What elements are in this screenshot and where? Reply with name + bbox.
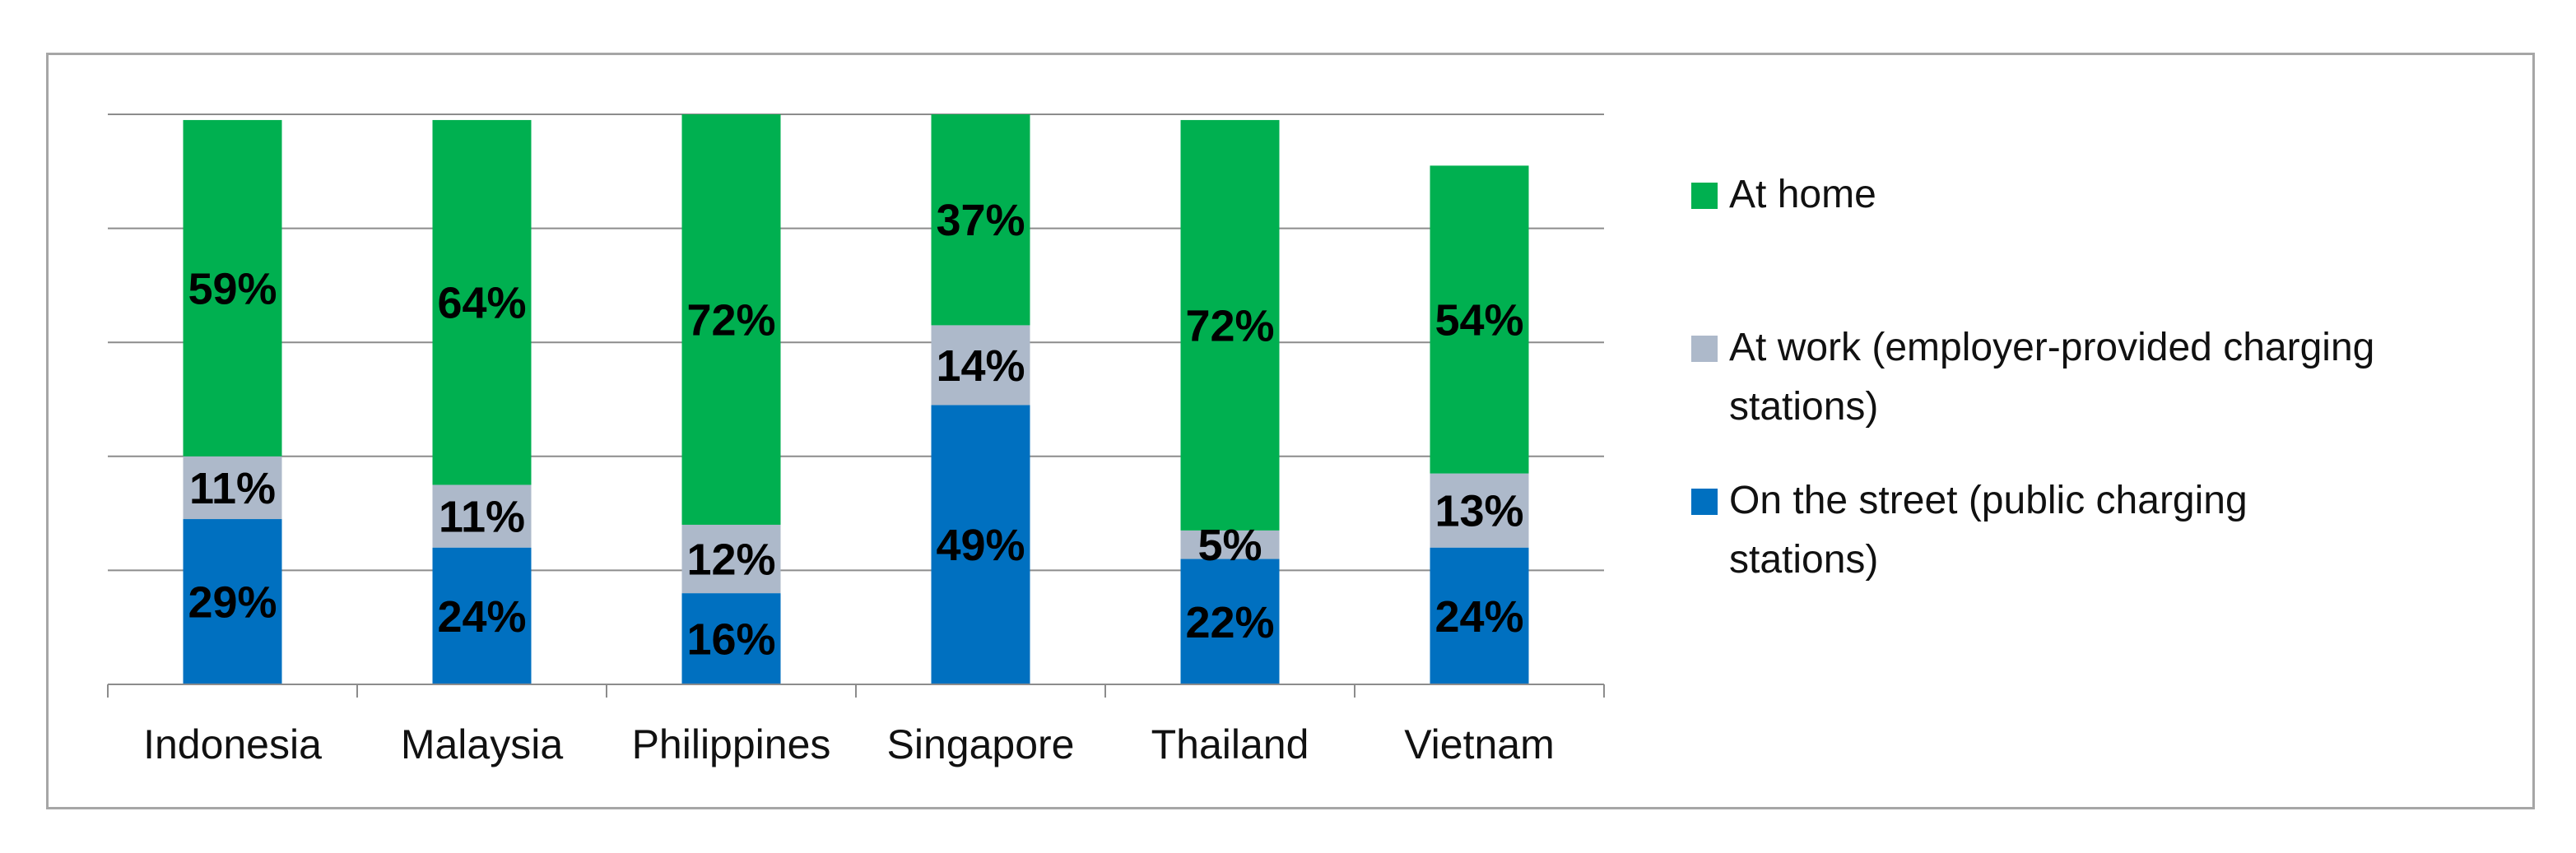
x-tick-label: Vietnam bbox=[1404, 721, 1555, 767]
gridlines bbox=[108, 114, 1604, 572]
legend-label: On the street (public charging stations) bbox=[1729, 479, 2248, 582]
bar-segment bbox=[931, 114, 1030, 326]
bar-segment bbox=[681, 524, 781, 594]
data-label: 16% bbox=[686, 615, 775, 665]
bar-segment bbox=[183, 456, 282, 520]
data-label: 37% bbox=[936, 196, 1025, 245]
data-label: 22% bbox=[1185, 598, 1274, 647]
bar-segment bbox=[432, 119, 532, 485]
data-label: 5% bbox=[1197, 521, 1262, 570]
data-label: 12% bbox=[686, 535, 775, 585]
data-label: 54% bbox=[1434, 295, 1523, 345]
data-label: 24% bbox=[437, 592, 526, 642]
bar-segment bbox=[931, 405, 1030, 684]
x-tick-label: Thailand bbox=[1151, 721, 1309, 767]
legend-swatch bbox=[1691, 183, 1718, 209]
bar-segment bbox=[1180, 559, 1280, 684]
data-label: 14% bbox=[936, 341, 1025, 391]
x-tick-label: Philippines bbox=[632, 721, 831, 767]
bar-segment bbox=[1180, 530, 1280, 559]
data-label: 13% bbox=[1434, 487, 1523, 536]
data-label: 59% bbox=[188, 264, 277, 313]
data-label: 72% bbox=[1185, 301, 1274, 350]
data-label: 64% bbox=[437, 279, 526, 328]
bars bbox=[183, 114, 1529, 684]
data-label: 11% bbox=[189, 464, 276, 513]
data-label: 11% bbox=[439, 493, 525, 542]
legend-label: At work (employer-provided charging stati… bbox=[1729, 326, 2374, 429]
data-label: 24% bbox=[1434, 592, 1523, 642]
legend: At home At work (employer-provided chargi… bbox=[1691, 173, 2374, 582]
bar-segment bbox=[183, 119, 282, 457]
legend-swatch bbox=[1691, 336, 1718, 362]
bar-segment bbox=[1430, 547, 1529, 684]
x-tick-label: Indonesia bbox=[143, 721, 322, 767]
legend-label: At home bbox=[1729, 173, 1876, 216]
x-tick-label: Singapore bbox=[887, 721, 1075, 767]
bar-segment bbox=[183, 519, 282, 684]
bar-segment bbox=[681, 114, 781, 525]
legend-swatch bbox=[1691, 489, 1718, 515]
x-tick-label: Malaysia bbox=[401, 721, 563, 767]
bar-segment bbox=[1430, 473, 1529, 548]
data-label: 49% bbox=[936, 521, 1025, 570]
data-labels: 29% 11% 59% 24% 11% 64% 16% 12% 72% 49% 14% 37% 22% 5… bbox=[188, 196, 1523, 664]
data-label: 29% bbox=[188, 578, 277, 628]
bar-segment bbox=[432, 484, 532, 548]
bar-segment bbox=[931, 325, 1030, 406]
chart-frame: Indonesia Malaysia Philippines Singapore Tha… bbox=[46, 53, 2535, 809]
x-axis: Indonesia Malaysia Philippines Singapore Tha… bbox=[107, 684, 1605, 767]
bar-segment bbox=[681, 593, 781, 684]
bar-segment bbox=[1430, 165, 1529, 474]
bar-segment bbox=[1180, 119, 1280, 531]
stacked-bar-chart: Indonesia Malaysia Philippines Singapore Tha… bbox=[107, 114, 2374, 767]
data-label: 72% bbox=[686, 295, 775, 345]
bar-segment bbox=[432, 547, 532, 684]
